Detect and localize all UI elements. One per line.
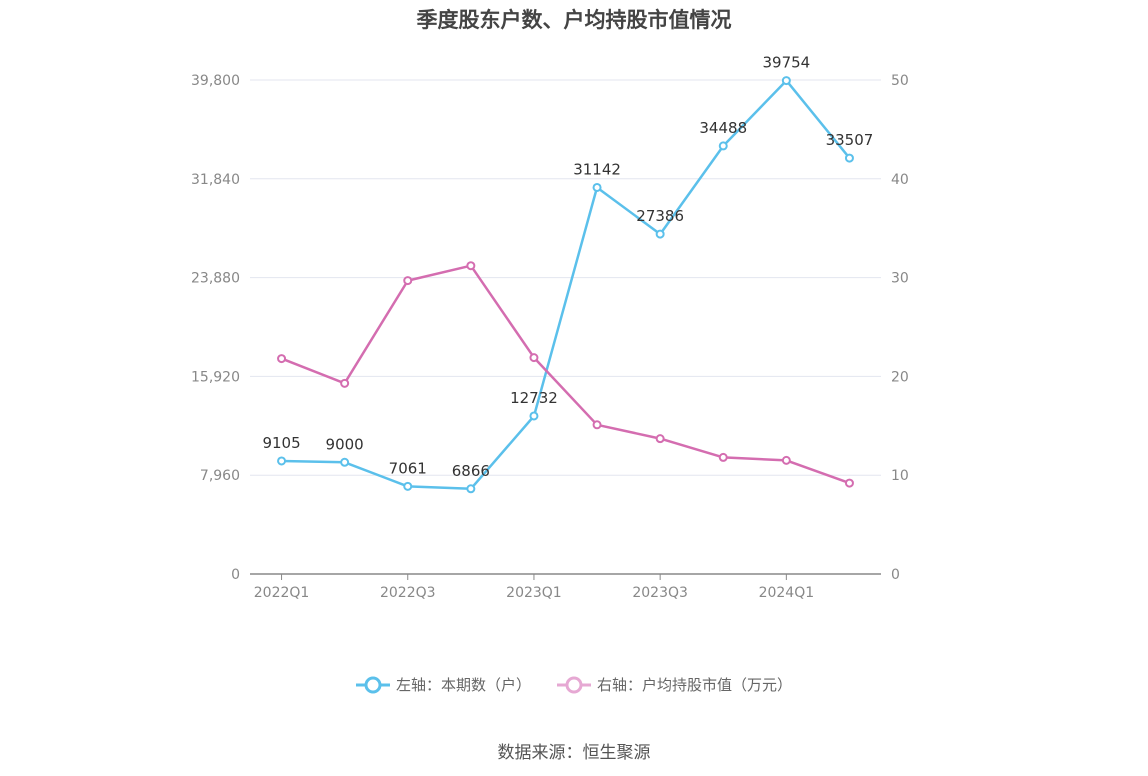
data-point-left[interactable] — [403, 481, 413, 491]
legend-item-right-series[interactable]: 右轴：户均持股市值（万元） — [557, 674, 792, 695]
data-point-left[interactable] — [340, 457, 350, 467]
data-point-left[interactable] — [277, 456, 287, 466]
data-point-right[interactable] — [277, 354, 287, 364]
data-label: 9105 — [262, 434, 300, 452]
right-axis-tick-label: 50 — [891, 73, 909, 89]
data-point-right[interactable] — [655, 434, 665, 444]
data-point-right[interactable] — [529, 353, 539, 363]
data-label: 31142 — [573, 160, 621, 178]
right-axis-tick-label: 0 — [891, 567, 900, 583]
x-axis-tick-label: 2022Q3 — [380, 585, 436, 601]
right-axis-tick-label: 20 — [891, 369, 909, 385]
data-point-right[interactable] — [844, 478, 854, 488]
legend-label-left-series: 左轴：本期数（户） — [395, 676, 531, 694]
left-axis-tick-label: 31,840 — [191, 172, 240, 188]
data-point-right[interactable] — [781, 455, 791, 465]
left-axis-tick-label: 7,960 — [200, 468, 240, 484]
data-point-right[interactable] — [340, 378, 350, 388]
legend-item-left-series[interactable]: 左轴：本期数（户） — [355, 674, 531, 695]
legend-label-right-series: 右轴：户均持股市值（万元） — [597, 676, 793, 694]
data-label: 33507 — [826, 131, 874, 149]
data-labels: 9105 9000 7061 6866 12732 31142 27386 34488 3975… — [262, 54, 873, 480]
data-label: 9000 — [326, 435, 364, 453]
data-point-right[interactable] — [403, 276, 413, 286]
line-chart: 0 0 7,960 10 15,920 20 23,880 30 31,840 40 39,800 5… — [191, 54, 909, 601]
data-label: 6866 — [452, 462, 490, 480]
x-axis-tick-label: 2023Q1 — [506, 585, 562, 601]
right-axis-tick-label: 10 — [891, 468, 909, 484]
data-label: 12732 — [510, 389, 558, 407]
data-label: 34488 — [699, 119, 747, 137]
right-axis-tick-label: 40 — [891, 172, 909, 188]
legend: 左轴：本期数（户） 右轴：户均持股市值（万元） — [0, 674, 1148, 695]
axes: 0 0 7,960 10 15,920 20 23,880 30 31,840 40 39,800 5… — [191, 73, 909, 601]
data-point-left[interactable] — [844, 153, 854, 163]
right-axis-tick-label: 30 — [891, 271, 909, 287]
data-point-left[interactable] — [781, 76, 791, 86]
left-axis-tick-label: 23,880 — [191, 271, 240, 287]
x-axis-tick-label: 2023Q3 — [632, 585, 688, 601]
series-line-left — [281, 79, 851, 491]
x-axis-tick-label: 2022Q1 — [254, 585, 310, 601]
chart-title: 季度股东户数、户均持股市值情况 — [416, 8, 732, 32]
data-label: 39754 — [762, 54, 810, 72]
left-axis-tick-label: 15,920 — [191, 369, 240, 385]
data-point-left[interactable] — [529, 411, 539, 421]
data-point-right[interactable] — [592, 420, 602, 430]
series — [277, 76, 854, 494]
data-label: 7061 — [389, 459, 427, 477]
legend-circle-blue-icon — [355, 676, 390, 693]
left-axis-tick-label: 39,800 — [191, 73, 240, 89]
left-axis-tick-label: 0 — [231, 567, 240, 583]
data-source: 数据来源：恒生聚源 — [497, 743, 651, 763]
data-point-left[interactable] — [655, 229, 665, 239]
x-axis-tick-label: 2024Q1 — [759, 585, 815, 601]
data-point-right[interactable] — [466, 261, 476, 271]
legend-circle-pink-icon — [557, 676, 591, 693]
grid-lines — [250, 79, 881, 476]
data-point-right[interactable] — [718, 452, 728, 462]
data-point-left[interactable] — [718, 141, 728, 151]
data-point-left[interactable] — [466, 484, 476, 494]
data-label: 27386 — [636, 207, 684, 225]
series-line-right — [281, 264, 850, 485]
data-point-left[interactable] — [592, 182, 602, 192]
